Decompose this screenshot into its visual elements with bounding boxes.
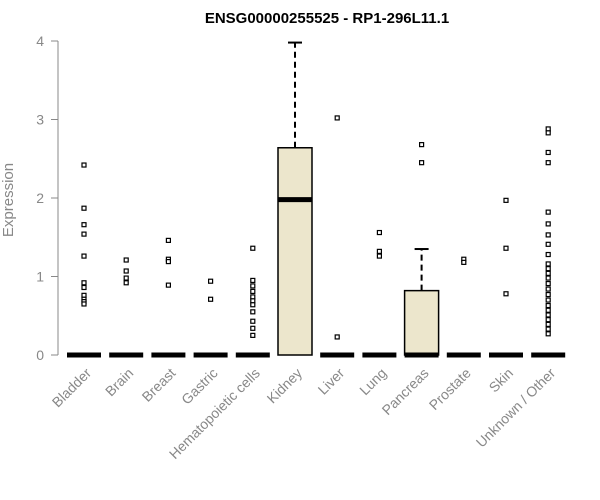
box-group [193,278,228,358]
outlier-point [123,257,129,263]
outlier-point [419,160,425,166]
y-tick-label: 2 [36,190,44,206]
x-tick-label: Lung [356,365,389,398]
outlier-point [81,301,87,307]
outlier-point [165,237,171,243]
y-tick-label: 0 [36,347,44,363]
x-tick-label: Unknown / Other [473,365,559,451]
box-group [489,197,523,358]
outlier-point [503,245,509,251]
outlier-point [545,160,551,166]
box-series [67,41,566,358]
outlier-point [81,280,87,286]
box-group [235,245,270,358]
x-tick-label: Pancreas [379,365,432,418]
outlier-point [123,275,129,281]
outlier-point [81,205,87,211]
outlier-point [81,253,87,259]
outlier-point [250,277,256,284]
outlier-point [545,266,551,272]
iqr-box [403,289,440,356]
outlier-point [545,251,551,258]
outlier-point [545,326,551,332]
outlier-point [503,197,509,203]
box-group [67,162,101,358]
outlier-point [250,302,256,308]
outlier-point [250,332,256,338]
outlier-point [545,241,551,247]
outlier-point [545,221,551,227]
outlier-point [81,222,87,228]
box-group [446,256,481,358]
outlier-point [250,245,256,251]
outlier-point [545,297,551,303]
x-tick-label: Bladder [49,365,95,411]
outlier-point [545,286,551,292]
outlier-point [545,302,551,309]
outlier-point [123,268,129,274]
outlier-point [545,149,551,156]
y-axis: 0 1 2 3 4 [36,33,59,363]
outlier-point [545,232,551,238]
outlier-point [545,261,551,267]
x-tick-label: Prostate [426,365,474,413]
outlier-point [545,291,551,298]
outlier-point [81,231,87,237]
y-tick-label: 4 [36,33,44,49]
outlier-point [250,288,256,295]
x-tick-label: Breast [139,365,179,405]
outlier-point [250,325,256,331]
iqr-box [277,147,313,356]
x-tick-label: Skin [486,365,517,396]
outlier-point [123,280,129,286]
outlier-point [503,291,509,297]
outlier-point [545,321,551,327]
outlier-point [250,309,256,315]
y-axis-label: Expression [0,163,17,237]
x-tick-label: Liver [315,365,348,398]
outlier-point [81,284,87,291]
box-group [277,41,313,356]
outlier-point [81,162,87,168]
outlier-point [461,259,467,265]
box-group [109,257,144,358]
y-tick-label: 3 [36,112,44,128]
outlier-point [545,270,551,276]
outlier-point [545,209,551,215]
outlier-point [419,142,425,148]
box-group [320,115,355,358]
outlier-point [376,229,382,236]
outlier-point [208,278,214,284]
outlier-point [250,318,256,324]
outlier-point [545,331,551,337]
outlier-point [250,283,256,289]
outlier-point [545,312,551,318]
outlier-point [165,258,171,265]
outlier-point [165,282,171,288]
x-tick-label: Brain [102,365,136,399]
y-tick-label: 1 [36,269,44,285]
outlier-point [545,317,551,323]
outlier-point [376,248,382,254]
outlier-point [545,307,551,313]
chart-title: ENSG00000255525 - RP1-296L11.1 [205,10,449,27]
outlier-point [545,130,551,136]
x-tick-label: Kidney [264,365,306,407]
outlier-point [376,253,382,259]
outlier-point [545,275,551,281]
box-group [362,229,397,358]
box-group [531,126,566,358]
outlier-point [545,280,551,287]
outlier-point [208,296,214,302]
outlier-point [334,334,340,340]
outlier-point [334,115,340,121]
box-group [151,237,186,358]
box-group [403,142,440,358]
